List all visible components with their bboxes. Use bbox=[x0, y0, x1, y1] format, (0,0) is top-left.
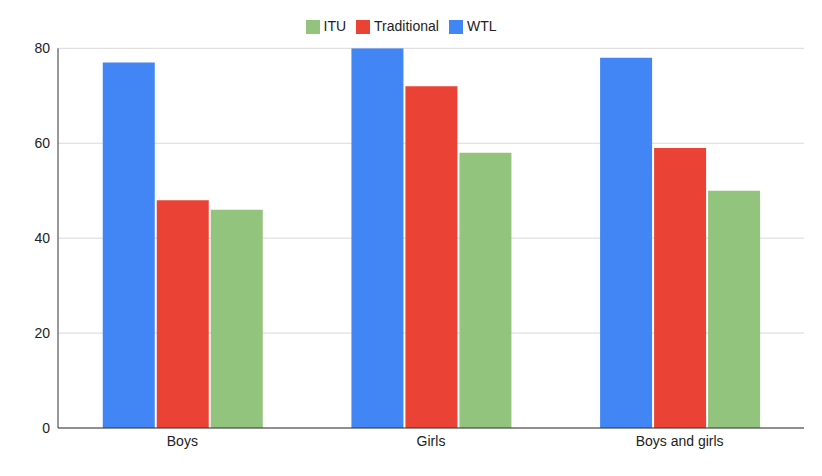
html-text:ITU: ITU bbox=[323, 18, 347, 34]
svg-text:40: 40 bbox=[34, 230, 50, 246]
html-text:WTL: WTL bbox=[466, 18, 497, 34]
svg-text:60: 60 bbox=[34, 135, 50, 151]
svg-text:Boys and girls: Boys and girls bbox=[636, 433, 724, 449]
svg-text:20: 20 bbox=[34, 325, 50, 341]
svg-text:0: 0 bbox=[42, 420, 50, 436]
svg-text:Boys: Boys bbox=[167, 433, 198, 449]
svg-text:Girls: Girls bbox=[417, 433, 446, 449]
svg-text:80: 80 bbox=[34, 40, 50, 56]
html-text:Traditional: Traditional bbox=[374, 18, 439, 34]
